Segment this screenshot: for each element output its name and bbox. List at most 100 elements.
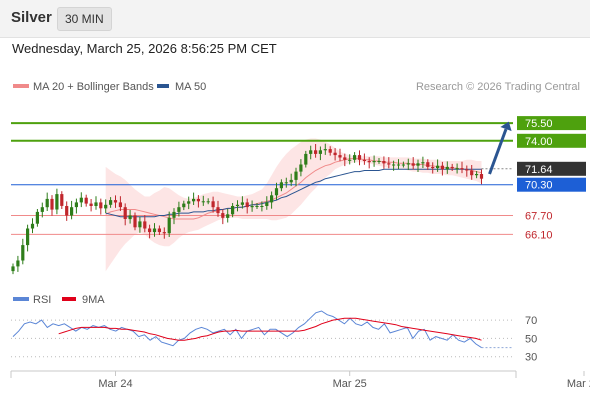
candle-body <box>216 207 220 214</box>
candle-body <box>318 150 322 154</box>
candle-body <box>26 228 30 246</box>
candle-body <box>416 163 420 166</box>
candle-body <box>65 206 69 216</box>
candle-body <box>172 211 176 218</box>
candle-body <box>445 166 449 170</box>
candle-body <box>460 168 464 170</box>
candle-body <box>221 213 225 218</box>
rsi-legend: RSI 9MA <box>13 294 105 306</box>
candle-body <box>436 165 440 169</box>
candle-body <box>226 214 230 218</box>
candle-body <box>465 169 469 171</box>
candle-body <box>382 161 386 164</box>
candle-body <box>396 164 401 166</box>
candle-body <box>30 223 35 229</box>
x-axis: Mar 24 Mar 25 Mar 26 <box>10 370 590 390</box>
candle-body <box>387 163 391 165</box>
bollinger-band-fill <box>105 138 482 272</box>
candle-body <box>70 207 74 216</box>
candle-body <box>182 203 186 208</box>
legend-label-9ma: 9MA <box>82 294 105 306</box>
candle-body <box>450 166 454 169</box>
candle-body <box>40 207 44 212</box>
legend-swatch-ma50 <box>157 84 169 88</box>
bollinger-bands <box>105 138 482 272</box>
level-tag-74-00 <box>517 133 586 148</box>
candle-body <box>133 215 137 228</box>
candle-body <box>148 228 152 233</box>
level-tag-75-50 <box>517 116 586 131</box>
rsi-tick-label-30: 30 <box>525 352 537 364</box>
candle-body <box>123 207 127 219</box>
forecast-arrow-shaft <box>488 128 508 175</box>
candle-body <box>377 161 381 162</box>
x-tick-label-Mar-24: Mar 24 <box>98 378 132 390</box>
candle-body <box>152 228 157 233</box>
legend-swatch-rsi <box>13 297 29 301</box>
candle-body <box>162 232 166 234</box>
credit-text: Research © 2026 Trading Central <box>416 81 580 93</box>
candle-body <box>250 206 254 208</box>
candle-body <box>392 164 396 166</box>
legend-label-rsi: RSI <box>33 294 51 306</box>
candle-body <box>343 157 347 160</box>
legend-swatch-9ma <box>62 297 76 301</box>
instrument-title: Silver <box>11 9 52 26</box>
candle-body <box>323 149 327 151</box>
main-legend: MA 20 + Bollinger Bands MA 50 <box>13 81 206 93</box>
chart-header: Silver 30 MIN <box>0 0 590 38</box>
candle-body <box>138 221 142 228</box>
level-label-67-70: 67.70 <box>525 211 553 223</box>
candle-body <box>157 228 161 233</box>
candle-body <box>45 198 49 208</box>
candle-body <box>79 197 83 203</box>
candle-body <box>338 155 342 158</box>
candle-body <box>177 207 181 212</box>
candle-body <box>328 149 332 153</box>
timestamp: Wednesday, March 25, 2026 8:56:25 PM CET <box>12 41 277 56</box>
candle-body <box>167 217 171 234</box>
candle-body <box>455 168 459 170</box>
candle-body <box>279 182 283 189</box>
candle-body <box>143 221 147 229</box>
rsi-9ma-line <box>58 317 482 341</box>
candle-body <box>309 150 313 154</box>
candle-body <box>372 161 376 163</box>
level-label-71-64: 71.64 <box>525 164 553 176</box>
candle-body <box>99 202 103 209</box>
price-levels <box>11 122 513 235</box>
candle-body <box>299 164 303 172</box>
level-tag-71-64 <box>517 161 586 176</box>
candle-body <box>231 206 235 215</box>
candle-body <box>421 162 425 164</box>
rsi-grid: 70 50 30 <box>11 315 537 364</box>
candle-body <box>440 165 444 170</box>
candle-body <box>270 195 274 203</box>
rsi-line <box>12 310 482 349</box>
candle-body <box>348 159 352 161</box>
candle-body <box>357 155 362 160</box>
legend-swatch-ma20 <box>13 84 29 88</box>
level-label-66-10: 66.10 <box>525 229 553 241</box>
candle-body <box>109 200 113 205</box>
forecast-arrow-head <box>500 121 512 132</box>
candle-body <box>50 198 54 210</box>
candle-body <box>187 201 191 204</box>
candlesticks <box>11 143 484 275</box>
candle-body <box>201 201 205 203</box>
candle-body <box>367 161 371 163</box>
candle-body <box>55 194 59 210</box>
candle-body <box>284 182 288 184</box>
timeframe-button[interactable]: 30 MIN <box>57 7 112 31</box>
forecast-arrow <box>488 121 512 175</box>
candle-body <box>104 204 108 209</box>
candle-body <box>294 171 298 180</box>
level-label-74-00: 74.00 <box>525 136 553 148</box>
candle-body <box>333 152 337 156</box>
candle-body <box>211 201 215 208</box>
candle-body <box>35 211 39 224</box>
x-tick-label-Mar-25: Mar 25 <box>333 378 367 390</box>
candle-body <box>235 204 240 206</box>
candle-body <box>113 200 118 203</box>
